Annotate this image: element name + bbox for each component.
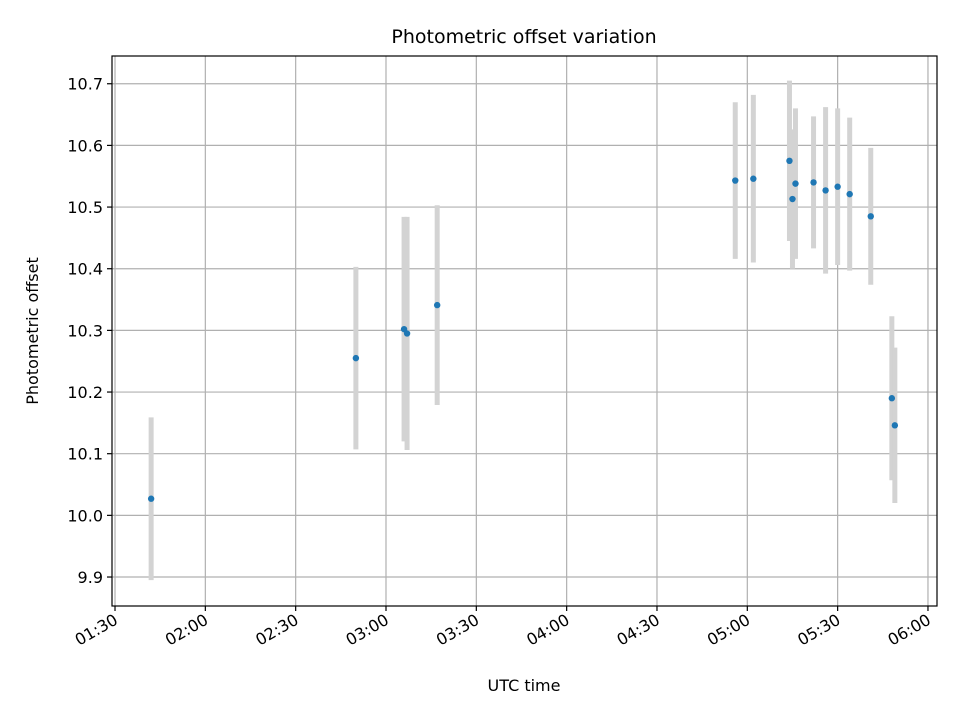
y-tick-label: 10.1	[67, 445, 103, 464]
y-tick-label: 10.2	[67, 383, 103, 402]
x-tick-label: 03:30	[433, 610, 482, 650]
y-axis-title: Photometric offset	[23, 257, 42, 405]
data-point	[750, 175, 757, 182]
data-points	[147, 157, 899, 502]
data-point	[147, 495, 155, 502]
x-axis-title: UTC time	[488, 676, 561, 695]
x-tick-label: 05:30	[794, 610, 843, 650]
data-point	[433, 301, 441, 309]
x-tick-label: 04:30	[614, 610, 663, 650]
y-tick-label: 10.6	[67, 136, 103, 155]
y-tick-label: 9.9	[78, 568, 103, 587]
data-point	[786, 157, 793, 165]
x-tick-label: 05:00	[704, 610, 753, 650]
x-axis-ticks: 01:30 02:00 02:30 03:00 03:30 04:00 04:30 05:00…	[72, 606, 934, 650]
x-tick-label: 03:00	[343, 610, 392, 650]
y-tick-label: 10.3	[67, 321, 103, 340]
data-point	[732, 177, 739, 184]
grid	[112, 56, 937, 606]
data-point	[352, 354, 360, 362]
data-point	[789, 195, 796, 203]
data-point	[810, 179, 817, 186]
chart-title: Photometric offset variation	[391, 26, 656, 48]
y-tick-label: 10.5	[67, 198, 103, 217]
x-tick-label: 01:30	[72, 610, 121, 650]
data-point	[867, 213, 874, 220]
plot-frame	[111, 55, 938, 607]
y-tick-label: 10.0	[67, 506, 103, 525]
data-point	[888, 395, 896, 402]
data-point	[891, 422, 899, 429]
y-tick-label: 10.7	[67, 75, 103, 94]
y-axis-ticks: 9.9 10.0 10.1 10.2 10.3 10.4 10.5 10.6 10.7	[67, 75, 112, 587]
data-point	[403, 330, 411, 337]
x-tick-label: 02:00	[162, 610, 211, 650]
data-point	[792, 180, 799, 187]
x-tick-label: 02:30	[252, 610, 301, 650]
data-point	[834, 183, 841, 190]
y-tick-label: 10.4	[67, 260, 103, 279]
data-point	[822, 187, 829, 194]
data-point	[846, 190, 853, 198]
x-tick-label: 04:00	[523, 610, 572, 650]
x-tick-label: 06:00	[885, 610, 934, 650]
